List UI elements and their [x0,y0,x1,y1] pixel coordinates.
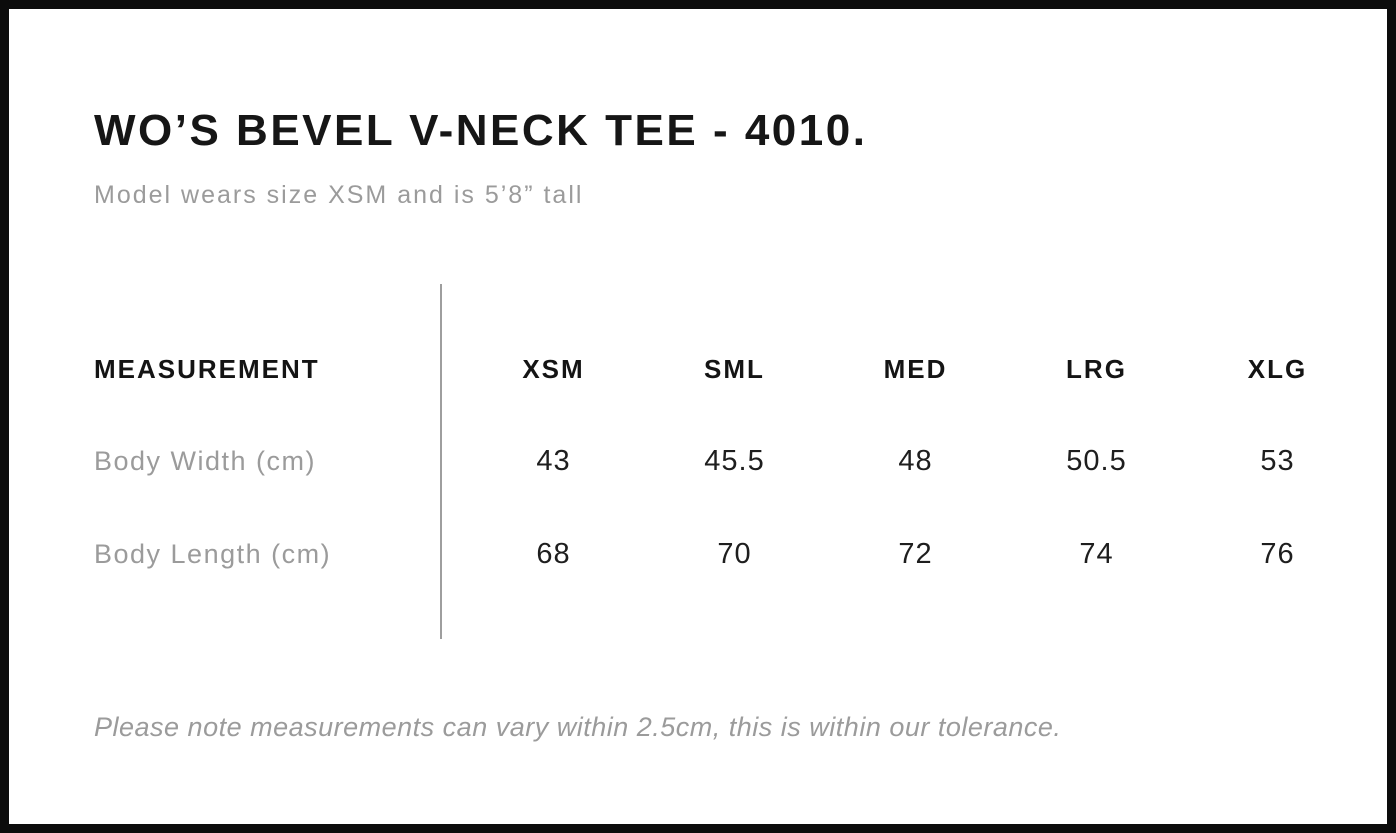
body-width-sml: 45.5 [704,445,765,477]
body-width-xsm: 43 [536,445,571,477]
body-width-xlg: 53 [1260,445,1295,477]
body-length-xlg: 76 [1260,538,1295,570]
column-header-measurement: MEASUREMENT [94,354,320,384]
column-header-lrg: LRG [1066,354,1127,384]
body-width-med: 48 [898,445,933,477]
body-width-lrg: 50.5 [1066,445,1127,477]
product-title: WO’S BEVEL V-NECK TEE - 4010. [94,106,868,155]
body-length-lrg: 74 [1079,538,1114,570]
column-header-xlg: XLG [1247,354,1308,384]
table-row-body-length: Body Length (cm) 68 70 72 74 76 [94,508,1370,601]
row-label: Body Length (cm) [94,539,332,569]
table-row-body-width: Body Width (cm) 43 45.5 48 50.5 53 [94,415,1370,508]
body-length-xsm: 68 [536,538,571,570]
row-label: Body Width (cm) [94,446,317,476]
tolerance-note: Please note measurements can vary within… [94,712,1062,742]
column-header-med: MED [883,354,948,384]
column-header-sml: SML [704,354,765,384]
column-header-xsm: XSM [522,354,585,384]
size-chart-table: MEASUREMENT XSM SML MED LRG XLG Body Wid… [94,284,1370,639]
table-header-row: MEASUREMENT XSM SML MED LRG XLG [94,324,1370,415]
model-info-subtitle: Model wears size XSM and is 5’8” tall [94,181,584,209]
body-length-sml: 70 [717,538,752,570]
table-vertical-divider [440,284,442,639]
body-length-med: 72 [898,538,933,570]
